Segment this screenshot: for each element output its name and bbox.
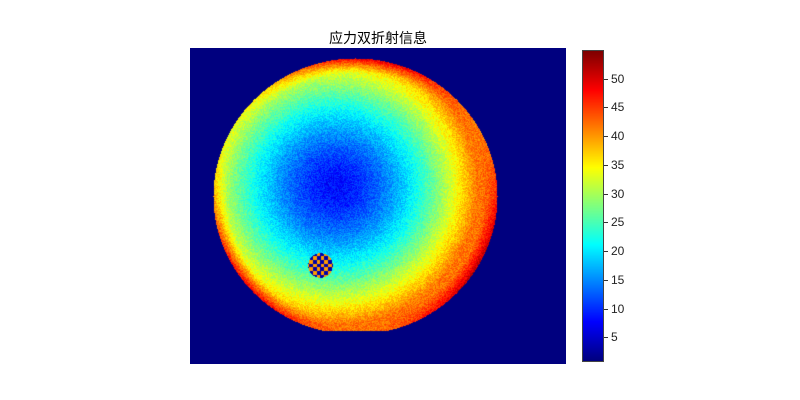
colorbar-tick [604, 78, 608, 80]
colorbar-tick-label: 45 [611, 100, 625, 115]
chart-title: 应力双折射信息 [329, 30, 427, 46]
colorbar [582, 50, 604, 362]
colorbar-tick-label: 10 [611, 301, 625, 316]
colorbar-tick-label: 40 [611, 129, 625, 144]
colorbar-tick [604, 251, 608, 253]
colorbar-tick-label: 5 [611, 330, 618, 345]
heatmap-plot [190, 48, 566, 364]
colorbar-tick-label: 25 [611, 215, 625, 230]
colorbar-tick [604, 279, 608, 281]
colorbar-tick-label: 50 [611, 71, 625, 86]
colorbar-tick [604, 308, 608, 310]
colorbar-tick [604, 107, 608, 109]
colorbar-tick [604, 136, 608, 138]
colorbar-tick-label: 20 [611, 244, 625, 259]
colorbar-tick [604, 164, 608, 166]
colorbar-tick-label: 35 [611, 157, 625, 172]
colorbar-tick-label: 15 [611, 272, 625, 287]
colorbar-tick [604, 337, 608, 339]
colorbar-tick [604, 193, 608, 195]
colorbar-tick [604, 222, 608, 224]
colorbar-tick-label: 30 [611, 186, 625, 201]
